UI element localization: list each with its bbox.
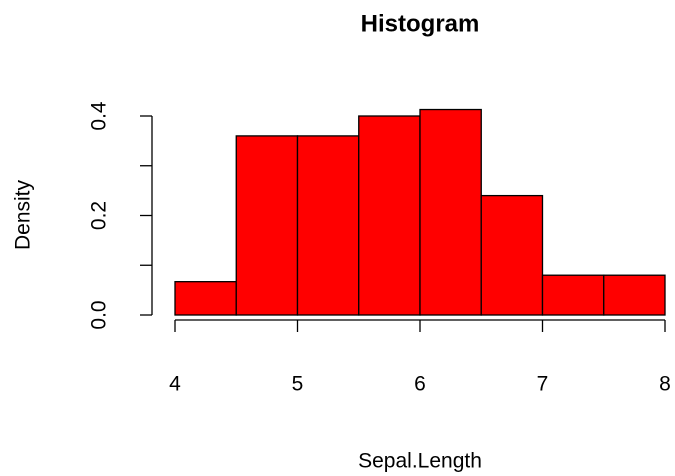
bar xyxy=(174,281,237,316)
y-tick-label: 0.2 xyxy=(88,201,111,230)
y-tick-label: 0.4 xyxy=(88,101,111,131)
y-axis-label: Density xyxy=(12,179,35,250)
bar xyxy=(419,108,482,316)
bar xyxy=(235,135,299,316)
x-tick-label: 6 xyxy=(414,373,426,396)
x-tick-label: 8 xyxy=(659,373,671,396)
y-tick-label: 0.0 xyxy=(88,300,111,329)
bar xyxy=(603,274,666,316)
x-tick-label: 7 xyxy=(537,373,549,396)
bar xyxy=(541,274,605,316)
bar xyxy=(480,194,544,316)
x-tick-label: 4 xyxy=(169,373,181,396)
bar xyxy=(296,135,360,316)
x-tick-label: 5 xyxy=(292,373,304,396)
chart-title: Histogram xyxy=(361,10,480,37)
x-axis-label: Sepal.Length xyxy=(358,450,482,473)
bar xyxy=(358,115,421,316)
